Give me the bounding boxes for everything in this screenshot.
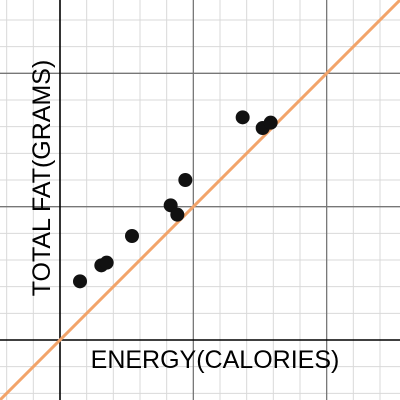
data-point: [125, 229, 139, 243]
y-axis-label: TOTAL FAT(GRAMS): [28, 60, 56, 297]
data-points: [73, 110, 278, 289]
data-point: [73, 274, 87, 289]
data-point: [263, 115, 278, 130]
data-point: [235, 110, 250, 125]
data-point: [178, 173, 193, 187]
x-axis-label: ENERGY(CALORIES): [91, 346, 340, 374]
data-point: [99, 255, 114, 270]
data-point: [170, 207, 185, 222]
